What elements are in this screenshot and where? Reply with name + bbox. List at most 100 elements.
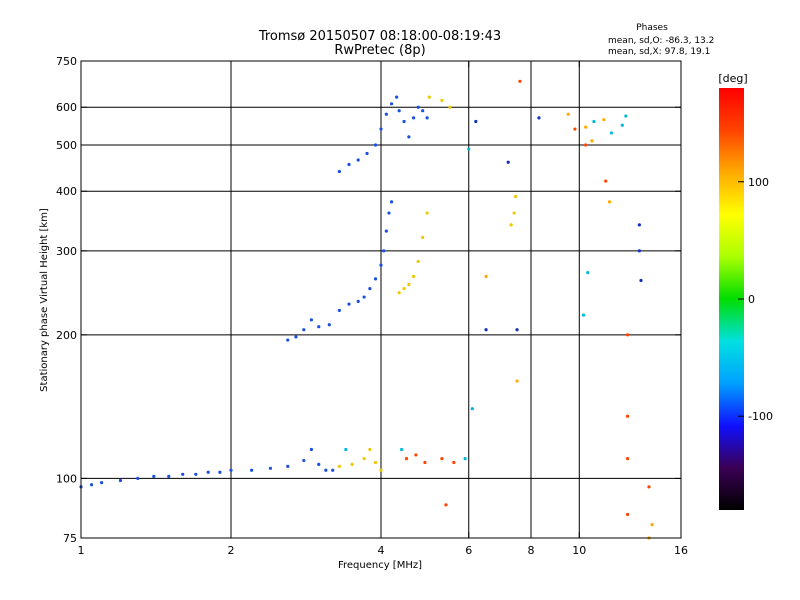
data-point [136,476,140,481]
data-point [229,468,233,472]
data-point [331,468,335,472]
data-point [566,112,570,116]
data-point [389,102,394,106]
data-point [581,313,586,317]
data-point [592,119,596,124]
colorbar-tick-label: -100 [748,410,773,423]
data-point [620,123,624,127]
data-point [411,116,416,120]
data-point [167,474,171,478]
x-tick-label: 4 [378,544,385,557]
data-point [379,468,383,472]
x-tick-label: 2 [228,544,235,557]
data-point [602,118,606,122]
y-tick-label: 600 [56,101,77,114]
data-point [118,478,123,483]
data-point [206,470,210,474]
data-point [411,274,416,279]
data-point [365,151,369,156]
data-point [389,200,394,204]
data-point [89,483,94,487]
data-point [467,147,471,151]
x-tick-label: 6 [465,544,472,557]
data-point [637,223,641,227]
data-point [400,447,404,452]
data-point [624,114,628,118]
data-point [609,131,614,135]
data-point [425,116,429,120]
x-tick-label: 10 [572,544,586,557]
data-point [309,318,314,322]
data-point [448,105,452,109]
y-axis-label: Stationary phase Virtual Height [km] [39,208,50,392]
y-tick-label: 200 [56,329,77,342]
data-point [286,464,290,468]
data-point [302,328,306,332]
data-point [368,447,372,452]
data-point [250,468,254,472]
data-point [373,277,378,281]
data-point [337,308,341,313]
data-point [294,335,298,339]
colorbar-tick-label: 0 [748,293,755,306]
data-point [509,223,513,227]
data-point [194,472,198,476]
data-point [379,263,383,267]
data-point [484,328,488,332]
data-point [356,299,360,304]
data-point [625,457,630,461]
data-point [368,286,372,291]
data-point [387,211,391,215]
data-point [407,135,411,139]
data-point [347,162,351,167]
data-point [268,466,273,470]
data-point [513,194,518,199]
chart-title: Tromsø 20150507 08:18:00-08:19:43 [258,29,501,44]
data-point [347,302,351,306]
colorbar-tick-label: 100 [748,176,769,189]
data-point [452,460,456,465]
data-point [440,457,444,461]
data-point [515,379,519,383]
y-tick-label: 750 [56,55,77,68]
y-tick-label: 100 [56,472,77,485]
data-point [463,457,467,461]
stats-line-x: mean, sd,X: 97.8, 19.1 [608,47,710,57]
y-tick-label: 75 [63,532,77,545]
data-point [397,291,401,295]
data-point [407,282,411,287]
data-point [379,127,383,131]
data-point [427,95,431,99]
data-point [373,143,378,147]
data-point [416,105,420,109]
data-point [414,453,418,457]
y-tick-label: 500 [56,139,77,152]
x-tick-label: 16 [674,544,688,557]
data-point [286,338,290,342]
data-points [79,79,654,540]
data-point [421,235,425,240]
x-tick-label: 8 [528,544,535,557]
data-point [337,169,341,174]
data-point [152,474,156,478]
x-tick-label: 1 [78,544,85,557]
data-point [416,259,420,264]
data-point [474,119,478,124]
data-point [470,407,474,411]
data-point [625,333,630,337]
data-point [384,229,388,233]
data-point [402,119,406,124]
data-point [218,470,222,474]
y-tick-labels: 75 100 200 300 400 500 600 750 [56,55,77,545]
data-point [647,485,651,489]
data-point [350,462,354,466]
data-point [309,447,314,452]
data-point [586,271,590,275]
data-point [607,200,612,204]
data-point [484,274,488,279]
data-point [423,460,427,465]
x-axis-label: Frequency [MHz] [338,560,422,571]
data-point [356,158,360,162]
data-point [317,325,321,329]
